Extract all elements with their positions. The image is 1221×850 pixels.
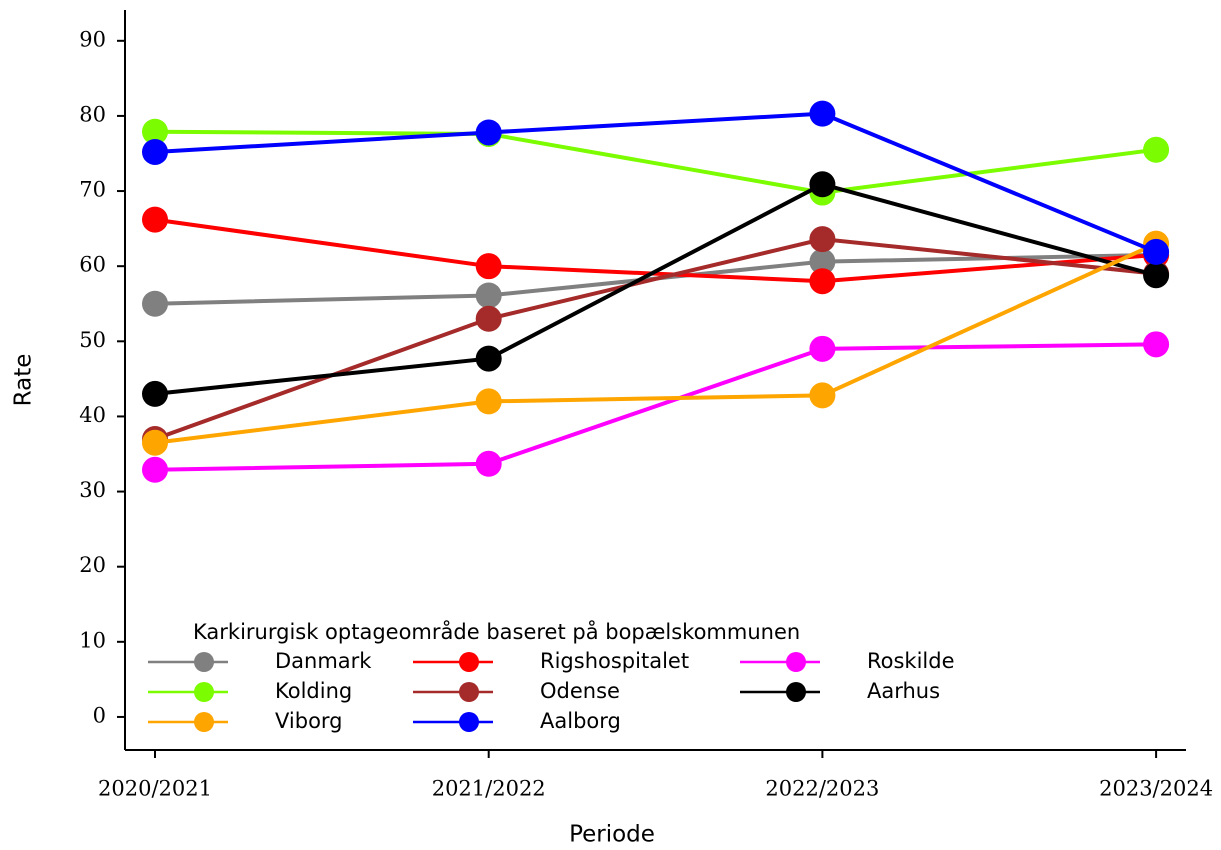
point xyxy=(475,119,502,146)
point xyxy=(809,171,836,198)
legend-marker xyxy=(459,712,479,732)
legend-marker xyxy=(786,652,806,672)
y-tick-label: 70 xyxy=(79,178,106,202)
point xyxy=(142,118,168,145)
point xyxy=(142,290,168,317)
y-tick-label: 90 xyxy=(79,27,106,51)
point xyxy=(809,100,836,127)
y-tick-label: 0 xyxy=(93,703,106,727)
point xyxy=(142,138,168,165)
legend-label: Kolding xyxy=(275,679,352,703)
legend-marker xyxy=(459,682,479,702)
point xyxy=(475,388,502,415)
legend-label: Rigshospitalet xyxy=(540,649,689,673)
y-axis-label: Rate xyxy=(11,354,37,407)
point xyxy=(809,226,836,253)
point xyxy=(475,345,502,372)
y-tick-label: 30 xyxy=(79,478,106,502)
x-tick-label: 2020/2021 xyxy=(98,777,212,801)
x-tick-label: 2023/2024 xyxy=(1099,777,1213,801)
legend-label: Odense xyxy=(540,679,620,703)
legend-marker xyxy=(459,652,479,672)
x-axis-label: Periode xyxy=(569,822,655,848)
point xyxy=(142,429,168,456)
x-tick-label: 2021/2022 xyxy=(432,777,546,801)
point xyxy=(809,248,836,275)
point xyxy=(142,456,168,483)
legend-marker xyxy=(194,652,214,672)
point xyxy=(475,282,502,309)
series-line xyxy=(154,182,1157,396)
point xyxy=(142,206,168,233)
legend-label: Aalborg xyxy=(540,709,621,733)
series-line xyxy=(154,241,1157,445)
y-tick-label: 80 xyxy=(79,102,106,126)
y-tick-label: 60 xyxy=(79,253,106,277)
series-line xyxy=(154,342,1157,472)
legend-marker xyxy=(194,682,214,702)
legend-label: Aarhus xyxy=(867,679,940,703)
legend-marker xyxy=(786,682,806,702)
point xyxy=(475,450,502,477)
legend-label: Roskilde xyxy=(867,649,955,673)
legend-marker xyxy=(194,712,214,732)
series-line xyxy=(154,237,1157,441)
point xyxy=(1143,136,1170,163)
y-tick-label: 40 xyxy=(79,403,106,427)
y-tick-label: 20 xyxy=(79,553,106,577)
legend-label: Viborg xyxy=(275,709,343,733)
x-tick-label: 2022/2023 xyxy=(765,777,879,801)
y-tick-label: 50 xyxy=(79,328,106,352)
point xyxy=(475,253,502,280)
point xyxy=(1143,238,1170,265)
legend-title: Karkirurgisk optageområde baseret på bop… xyxy=(193,619,800,644)
series-line xyxy=(154,111,1157,254)
point xyxy=(142,380,168,407)
point xyxy=(1143,262,1170,289)
point xyxy=(1143,331,1170,358)
y-tick-label: 10 xyxy=(79,628,106,652)
point xyxy=(809,268,836,295)
legend-label: Danmark xyxy=(275,649,372,673)
point xyxy=(809,335,836,362)
point xyxy=(475,305,502,332)
series-line xyxy=(154,129,1157,195)
point xyxy=(809,382,836,409)
